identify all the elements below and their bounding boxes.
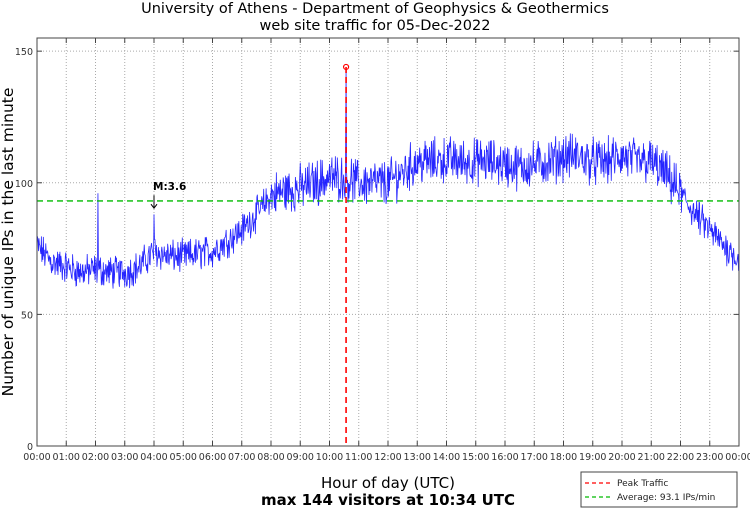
x-axis-note: max 144 visitors at 10:34 UTC: [261, 491, 515, 509]
grid: [37, 38, 739, 446]
x-tick-label: 06:00: [199, 452, 226, 463]
legend-label-peak: Peak Traffic: [617, 479, 668, 489]
x-tick-label: 03:00: [111, 452, 138, 463]
annotation-arrowhead: [150, 203, 158, 210]
legend: Peak Traffic Average: 93.1 IPs/min: [580, 471, 738, 508]
x-tick-label: 16:00: [491, 452, 518, 463]
annotation-label: M:3.6: [153, 181, 186, 193]
x-tick-label: 14:00: [433, 452, 460, 463]
x-tick-label: 09:00: [287, 452, 314, 463]
x-tick-label: 18:00: [550, 452, 577, 463]
x-tick-label: 19:00: [579, 452, 606, 463]
series-layer: [36, 66, 740, 289]
y-tick-label: 100: [15, 179, 33, 190]
chart-subtitle: web site traffic for 05-Dec-2022: [260, 18, 491, 34]
x-tick-label: 22:00: [667, 452, 694, 463]
x-tick-label: 11:00: [345, 452, 372, 463]
x-tick-label: 20:00: [608, 452, 635, 463]
x-tick-label: 17:00: [521, 452, 548, 463]
x-tick-label: 00:00: [23, 452, 50, 463]
series-line-visitors: [36, 66, 740, 289]
x-tick-label: 21:00: [638, 452, 665, 463]
y-tick-label: 50: [21, 310, 33, 321]
y-tick-label: 0: [27, 442, 33, 453]
x-tick-label: 00:00: [725, 452, 750, 463]
x-tick-label: 02:00: [82, 452, 109, 463]
x-tick-label: 04:00: [140, 452, 167, 463]
x-tick-label: 08:00: [257, 452, 284, 463]
x-tick-label: 15:00: [462, 452, 489, 463]
x-tick-label: 12:00: [374, 452, 401, 463]
x-tick-label: 01:00: [53, 452, 80, 463]
x-tick-label: 13:00: [404, 452, 431, 463]
y-axis-label: Number of unique IPs in the last minute: [0, 88, 17, 397]
chart-title: University of Athens - Department of Geo…: [141, 1, 609, 17]
y-axis: 0 50 100 150: [15, 47, 739, 453]
legend-box: [580, 471, 738, 508]
x-axis: 00:00 01:00 02:00 03:00 04:00 05:00 06:00 07:00…: [23, 38, 750, 463]
peak-marker: [342, 63, 350, 71]
x-tick-label: 07:00: [228, 452, 255, 463]
overlay-layer: [37, 63, 739, 446]
x-tick-label: 05:00: [170, 452, 197, 463]
x-tick-label: 10:00: [316, 452, 343, 463]
x-axis-label: Hour of day (UTC): [321, 474, 455, 492]
y-tick-label: 150: [15, 47, 33, 58]
x-tick-label: 23:00: [696, 452, 723, 463]
legend-label-average: Average: 93.1 IPs/min: [617, 493, 715, 503]
